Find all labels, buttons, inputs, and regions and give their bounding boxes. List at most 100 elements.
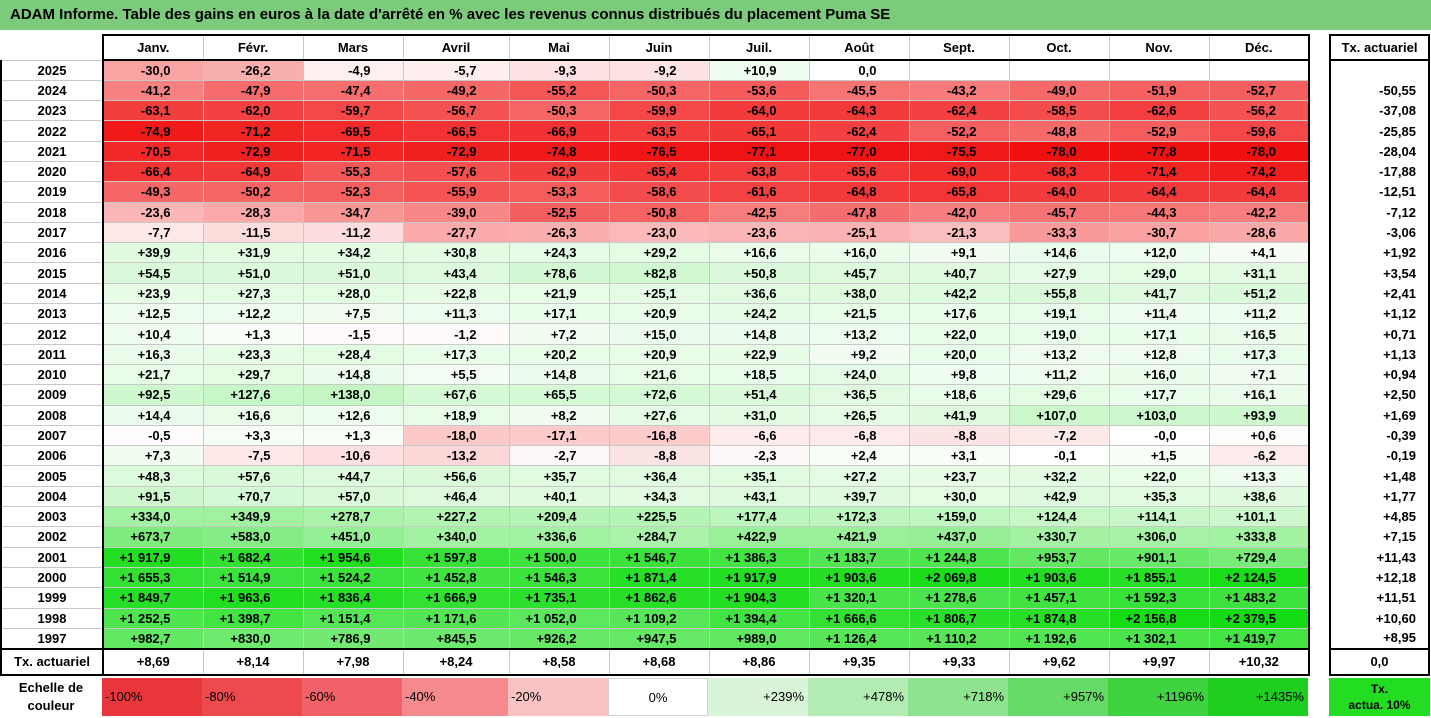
- year-label: 2015: [0, 262, 104, 284]
- gain-cell: +1 963,6: [202, 587, 304, 609]
- gain-cell: +16,0: [808, 242, 910, 264]
- rate-row: +2,50: [1329, 384, 1430, 406]
- gain-cell: -75,5: [908, 140, 1010, 162]
- gain-cell: +1 386,3: [708, 546, 810, 568]
- gain-cell: +12,2: [202, 303, 304, 325]
- year-row: 2008 +14,4 +16,6 +12,6 +18,9 +8,2 +27,6 +31,0 +2…: [0, 404, 1310, 426]
- gain-cell: -74,2: [1208, 160, 1310, 183]
- gain-cell: +1 836,4: [302, 587, 404, 609]
- gain-cell: +1 917,9: [708, 566, 810, 589]
- gain-cell: -77,8: [1108, 140, 1210, 162]
- gain-cell: +333,8: [1208, 526, 1310, 548]
- gain-cell: +1 524,2: [302, 566, 404, 589]
- month-header: Août: [808, 34, 910, 61]
- gain-cell: +334,0: [102, 506, 204, 528]
- year-row: 2021 -70,5 -72,9 -71,5 -72,9 -74,8 -76,5 -77,1-…: [0, 140, 1310, 162]
- footer-rate-cell: +8,24: [402, 647, 510, 676]
- gain-cell: [908, 59, 1010, 81]
- gain-cell: +23,3: [202, 343, 304, 365]
- gain-cell: +1,3: [202, 323, 304, 345]
- footer-rate-cell: +8,14: [202, 647, 304, 676]
- gain-cell: -6,8: [808, 424, 910, 447]
- gain-cell: -2,7: [508, 445, 610, 467]
- gain-cell: +1 735,1: [508, 587, 610, 609]
- gain-cell: [1008, 59, 1110, 81]
- rate-cell: +1,12: [1329, 303, 1430, 324]
- gain-cell: -43,2: [908, 79, 1010, 102]
- gain-cell: -78,0: [1208, 140, 1310, 162]
- year-row: 2023 -63,1 -62,0 -59,7 -56,7 -50,3 -59,9 -64,0-…: [0, 100, 1310, 122]
- rate-row: +8,95: [1329, 628, 1430, 649]
- gain-cell: +67,6: [402, 384, 510, 406]
- gain-cell: -2,3: [708, 445, 810, 467]
- year-row: 2010 +21,7 +29,7 +14,8 +5,5 +14,8 +21,6 +18,5 +2…: [0, 363, 1310, 386]
- gain-cell: +22,8: [402, 282, 510, 305]
- gain-cell: -62,4: [808, 120, 910, 142]
- rate-table: Tx. actuariel -50,55 -37,08 -25,85 -28,04 -1…: [1329, 34, 1430, 676]
- rate-cell: -28,04: [1329, 141, 1430, 162]
- gain-cell: -62,6: [1108, 100, 1210, 122]
- year-row: 2013 +12,5 +12,2 +7,5 +11,3 +17,1 +20,9 +24,2 +2…: [0, 303, 1310, 325]
- footer-label: Tx. actuariel: [0, 647, 104, 676]
- gain-cell: +1 109,2: [608, 607, 710, 629]
- gain-cell: -65,6: [808, 160, 910, 183]
- gain-cell: -0,5: [102, 424, 204, 447]
- rate-footer-cell: 0,0: [1329, 647, 1430, 676]
- gain-cell: +12,6: [302, 404, 404, 426]
- rate-row: +1,69: [1329, 405, 1430, 426]
- year-row: 2007 -0,5 +3,3 +1,3 -18,0 -17,1 -16,8 -6,6 -6,8-…: [0, 424, 1310, 447]
- rate-row: -3,06: [1329, 222, 1430, 243]
- year-label: 2018: [0, 201, 104, 223]
- gain-cell: -66,9: [508, 120, 610, 142]
- rate-row: [1329, 60, 1430, 81]
- gain-cell: +31,0: [708, 404, 810, 426]
- gain-cell: +36,6: [708, 282, 810, 305]
- gain-cell: +159,0: [908, 506, 1010, 528]
- legend-label: Echelle de couleur: [0, 676, 102, 718]
- gain-cell: +114,1: [1108, 506, 1210, 528]
- legend-swatch: -60%: [302, 678, 402, 716]
- gain-cell: -62,0: [202, 100, 304, 122]
- gain-cell: +45,7: [808, 262, 910, 284]
- gain-cell: +34,3: [608, 485, 710, 508]
- gain-cell: +16,5: [1208, 323, 1310, 345]
- gain-cell: +7,3: [102, 445, 204, 467]
- gain-cell: -34,7: [302, 201, 404, 223]
- gain-cell: +982,7: [102, 627, 204, 650]
- gain-cell: +17,3: [1208, 343, 1310, 365]
- gain-cell: -78,0: [1008, 140, 1110, 162]
- gain-cell: +16,0: [1108, 363, 1210, 386]
- gain-cell: -50,2: [202, 181, 304, 203]
- gain-cell: +1 320,1: [808, 587, 910, 609]
- gain-cell: -49,2: [402, 79, 510, 102]
- gain-cell: +1 546,7: [608, 546, 710, 568]
- gain-cell: +1 806,7: [908, 607, 1010, 629]
- gain-cell: -77,0: [808, 140, 910, 162]
- rate-cell: -0,19: [1329, 445, 1430, 466]
- gain-cell: +42,2: [908, 282, 1010, 305]
- rate-row: +3,54: [1329, 262, 1430, 284]
- gain-cell: +1 682,4: [202, 546, 304, 568]
- legend-swatch: +957%: [1008, 678, 1108, 716]
- gain-cell: +9,1: [908, 242, 1010, 264]
- gain-cell: +1 419,7: [1208, 627, 1310, 650]
- gain-cell: -59,9: [608, 100, 710, 122]
- gain-cell: +19,1: [1008, 303, 1110, 325]
- gain-cell: -8,8: [608, 445, 710, 467]
- gain-cell: -71,4: [1108, 160, 1210, 183]
- gain-cell: +926,2: [508, 627, 610, 650]
- gain-cell: +901,1: [1108, 546, 1210, 568]
- year-label: 2006: [0, 445, 104, 467]
- year-row: 2015 +54,5 +51,0 +51,0 +43,4 +78,6 +82,8 +50,8 +…: [0, 262, 1310, 284]
- gain-cell: +39,9: [102, 242, 204, 264]
- gain-cell: +1 514,9: [202, 566, 304, 589]
- gain-cell: +34,2: [302, 242, 404, 264]
- rate-row: -0,19: [1329, 445, 1430, 466]
- rate-cell: -0,39: [1329, 425, 1430, 446]
- gain-cell: -21,3: [908, 221, 1010, 244]
- gain-cell: -63,5: [608, 120, 710, 142]
- gain-cell: -28,3: [202, 201, 304, 223]
- gain-cell: +7,5: [302, 303, 404, 325]
- gain-cell: -26,2: [202, 59, 304, 81]
- gain-cell: +421,9: [808, 526, 910, 548]
